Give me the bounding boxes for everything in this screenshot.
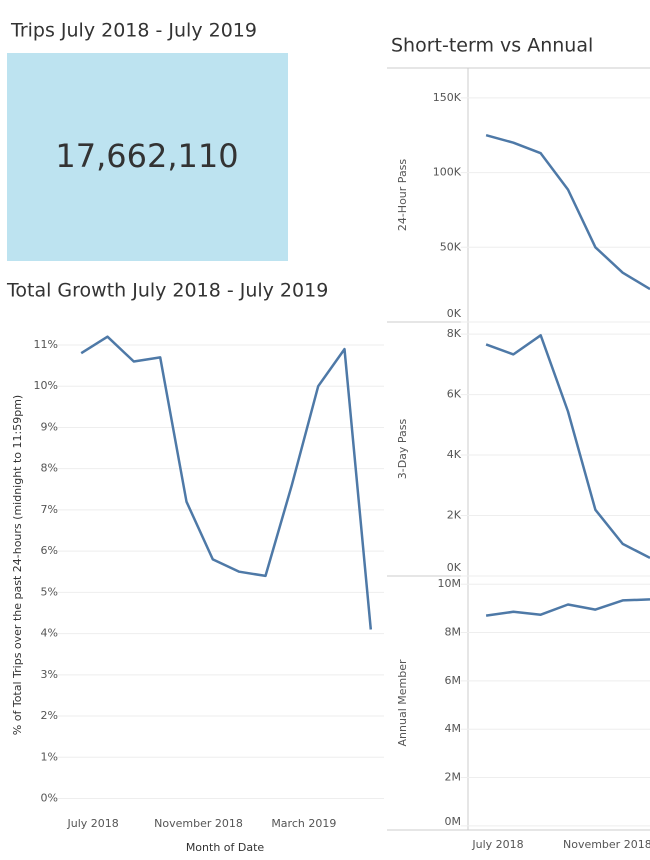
y-tick-label: 2K	[447, 509, 462, 522]
line	[485, 334, 650, 560]
chart-title: Total Growth July 2018 - July 2019	[6, 280, 328, 302]
y-tick-label: 8M	[445, 626, 462, 639]
pane-label: 24-Hour Pass	[396, 159, 409, 232]
y-tick-label: 4M	[445, 722, 462, 735]
y-tick-label: 2%	[41, 709, 58, 722]
y-tick-label: 6%	[41, 544, 58, 557]
y-tick-label: 6K	[447, 388, 462, 401]
line	[80, 335, 373, 630]
y-tick-label: 8%	[41, 462, 58, 475]
y-axis-title: % of Total Trips over the past 24-hours …	[11, 395, 24, 735]
y-tick-label: 2M	[445, 771, 462, 784]
y-tick-label: 9%	[41, 420, 58, 433]
line	[485, 133, 650, 291]
y-tick-label: 1%	[41, 750, 58, 763]
x-tick-label: November 2018	[563, 838, 650, 851]
kpi-value: 17,662,110	[55, 137, 238, 175]
y-tick-label: 0M	[445, 815, 462, 828]
y-tick-label: 150K	[433, 91, 462, 104]
y-tick-label: 7%	[41, 503, 58, 516]
y-tick-label: 100K	[433, 166, 462, 179]
pane-label: Annual Member	[396, 659, 409, 746]
y-tick-label: 50K	[440, 240, 462, 253]
y-tick-label: 11%	[34, 338, 58, 351]
y-tick-label: 0%	[41, 792, 58, 805]
y-tick-label: 0K	[447, 307, 462, 320]
y-tick-label: 10M	[438, 577, 462, 590]
chart-title: Short-term vs Annual	[391, 35, 593, 57]
y-tick-label: 5%	[41, 585, 58, 598]
x-axis-title: Month of Date	[186, 841, 265, 854]
pane-label: 3-Day Pass	[396, 418, 409, 479]
x-tick-label: November 2018	[154, 817, 243, 830]
x-tick-label: March 2019	[271, 817, 336, 830]
y-tick-label: 3%	[41, 668, 58, 681]
kpi-tile	[7, 53, 288, 261]
kpi-title: Trips July 2018 - July 2019	[10, 20, 257, 42]
y-tick-label: 8K	[447, 327, 462, 340]
x-tick-label: July 2018	[471, 838, 523, 851]
x-tick-label: July 2018	[67, 817, 119, 830]
y-tick-label: 4K	[447, 448, 462, 461]
y-tick-label: 0K	[447, 561, 462, 574]
y-tick-label: 10%	[34, 379, 58, 392]
y-tick-label: 6M	[445, 674, 462, 687]
y-tick-label: 4%	[41, 627, 58, 640]
line	[485, 598, 650, 617]
